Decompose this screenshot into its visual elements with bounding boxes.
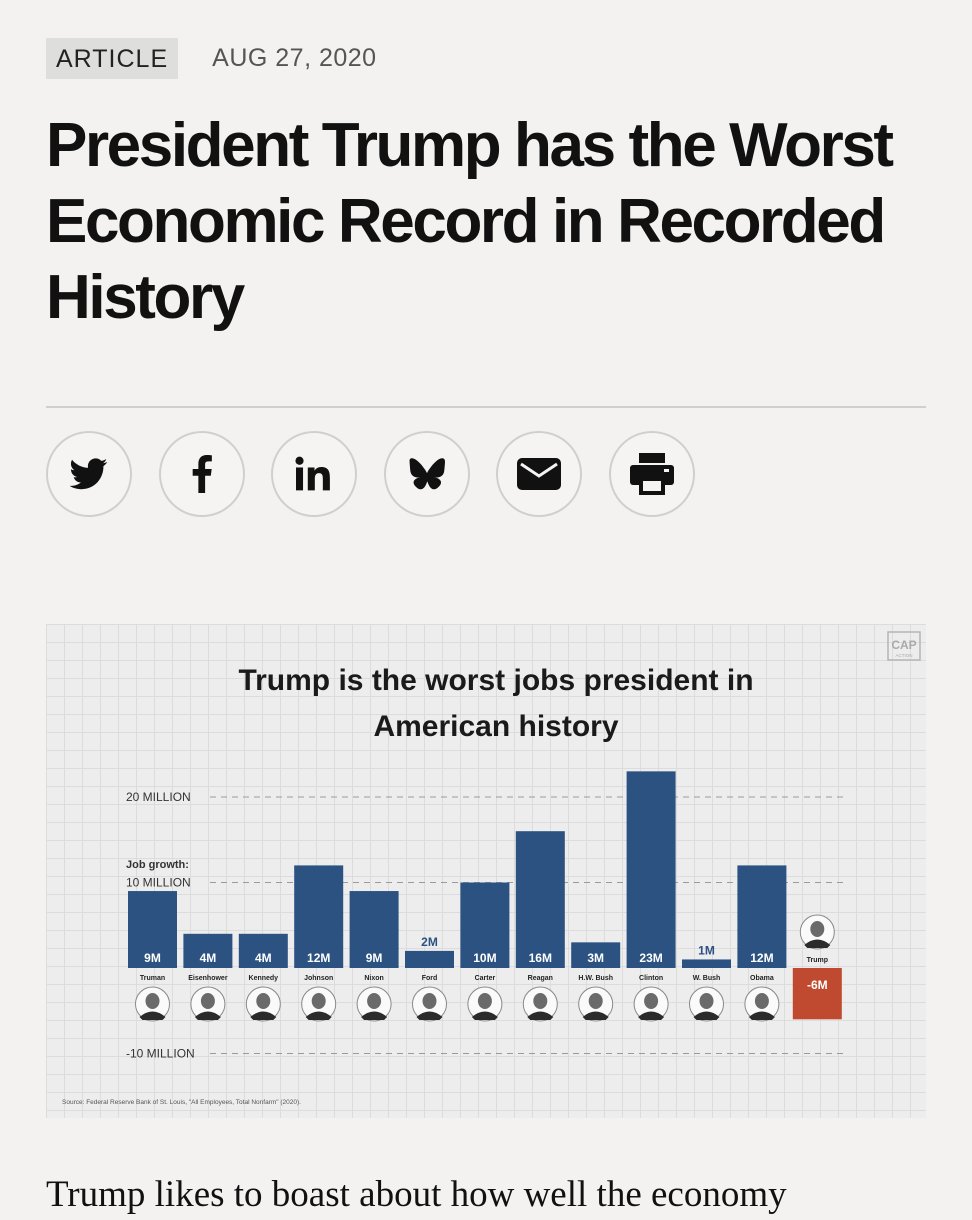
- print-icon: [629, 453, 674, 495]
- president-portrait: [578, 986, 614, 1022]
- bar-trump: [792, 968, 842, 1020]
- president-portrait: [522, 986, 558, 1022]
- president-name-label: Truman: [140, 975, 165, 982]
- bar-value-label: 2M: [421, 935, 438, 949]
- president-portrait: [301, 986, 337, 1022]
- president-portrait: [633, 986, 669, 1022]
- bar-ford: [405, 950, 454, 968]
- bar-eisenhower: [183, 933, 233, 968]
- bar-value-label: 12M: [750, 951, 773, 965]
- bar-value-label: -6M: [807, 978, 828, 992]
- president-name-label: Nixon: [364, 975, 383, 982]
- bar-value-label: 9M: [366, 951, 383, 965]
- bar-value-label: 12M: [307, 951, 330, 965]
- president-name-label: Clinton: [639, 975, 663, 982]
- bar-value-label: 9M: [144, 951, 161, 965]
- president-portrait: [744, 986, 780, 1022]
- president-name-label: Trump: [807, 957, 828, 964]
- chart-title-line1: Trump is the worst jobs president in: [238, 664, 753, 697]
- share-bar: [46, 431, 721, 517]
- president-name-label: Carter: [475, 975, 496, 982]
- cap-logo-subtext: ACTION: [895, 653, 912, 658]
- cap-action-logo: CAP ACTION: [887, 631, 921, 661]
- twitter-icon: [70, 458, 108, 490]
- bar-nixon: [349, 891, 399, 968]
- bar-h-w-bush: [571, 942, 621, 968]
- bar-value-label: 3M: [587, 951, 604, 965]
- email-icon: [517, 458, 561, 490]
- article-type-tag[interactable]: ARTICLE: [46, 38, 179, 79]
- bar-value-label: 4M: [200, 951, 217, 965]
- y-axis-label: Job growth:: [126, 859, 189, 871]
- y-tick-label: -10 MILLION: [126, 1047, 195, 1061]
- chart-title-line2: American history: [373, 710, 618, 743]
- linkedin-icon: [295, 456, 330, 491]
- article-date: AUG 27, 2020: [212, 44, 377, 72]
- jobs-chart-image: CAP ACTION Trump is the worst jobs presi…: [46, 624, 926, 1118]
- president-name-label: Eisenhower: [188, 975, 228, 982]
- share-email-button[interactable]: [496, 431, 582, 517]
- president-portrait: [467, 986, 503, 1022]
- president-name-label: Reagan: [528, 975, 553, 982]
- bar-johnson: [294, 865, 344, 968]
- bar-carter: [460, 882, 510, 968]
- bar-value-label: 4M: [255, 951, 272, 965]
- share-facebook-button[interactable]: [158, 431, 245, 517]
- president-portrait: [190, 986, 226, 1022]
- share-bluesky-button[interactable]: [383, 431, 470, 517]
- y-tick-label: 20 MILLION: [126, 790, 191, 804]
- president-portrait: [689, 986, 724, 1022]
- article-headline: President Trump has the Worst Economic R…: [46, 111, 894, 332]
- cap-logo-text: CAP: [891, 638, 916, 652]
- president-portrait: [799, 914, 835, 950]
- bar-value-label: 10M: [473, 951, 496, 965]
- chart-source: Source: Federal Reserve Bank of St. Loui…: [62, 1099, 301, 1106]
- president-portrait: [245, 986, 281, 1022]
- share-twitter-button[interactable]: [46, 431, 132, 517]
- article-body-first-line: Trump likes to boast about how well the …: [46, 1174, 787, 1215]
- bar-obama: [737, 865, 787, 968]
- president-portrait: [356, 986, 392, 1022]
- bar-clinton: [626, 771, 676, 968]
- article-meta: ARTICLE AUG 27, 2020: [46, 38, 377, 79]
- president-portrait: [135, 986, 170, 1022]
- facebook-icon: [192, 455, 212, 493]
- bar-kennedy: [238, 933, 288, 968]
- bluesky-icon: [409, 458, 445, 490]
- president-name-label: H.W. Bush: [578, 975, 613, 982]
- share-linkedin-button[interactable]: [271, 431, 357, 517]
- bar-w-bush: [682, 959, 731, 968]
- divider: [46, 406, 926, 408]
- president-name-label: W. Bush: [693, 975, 721, 982]
- bar-value-label: 1M: [698, 943, 715, 957]
- president-portrait: [412, 986, 447, 1022]
- president-name-label: Kennedy: [249, 975, 279, 982]
- jobs-bar-chart: CAP ACTION Trump is the worst jobs presi…: [62, 631, 921, 1106]
- bar-reagan: [515, 831, 565, 968]
- bar-value-label: 16M: [529, 951, 552, 965]
- bar-truman: [128, 891, 177, 968]
- share-print-button[interactable]: [608, 431, 695, 517]
- president-name-label: Johnson: [304, 975, 333, 982]
- y-tick-label: 10 MILLION: [126, 876, 191, 890]
- bar-value-label: 23M: [639, 951, 662, 965]
- president-name-label: Obama: [750, 975, 774, 982]
- president-name-label: Ford: [422, 975, 438, 982]
